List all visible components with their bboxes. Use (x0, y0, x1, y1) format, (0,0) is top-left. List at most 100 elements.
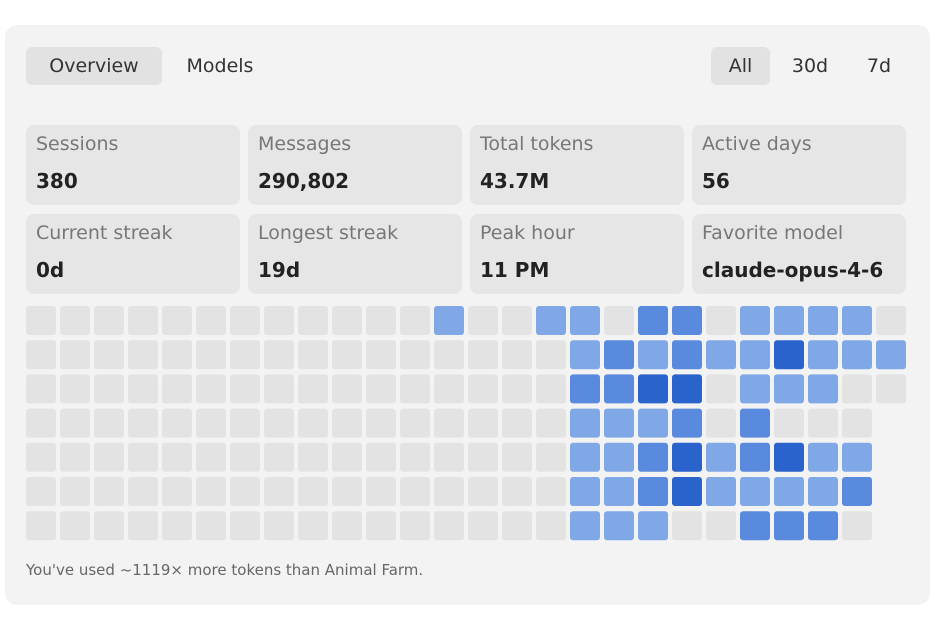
stat-value: 0d (36, 258, 65, 282)
heatmap-cell (842, 340, 872, 370)
heatmap-cell (604, 340, 634, 370)
heatmap-cell (230, 442, 260, 472)
heatmap-cell (706, 511, 736, 541)
heatmap-cell (400, 306, 430, 335)
heatmap-cell (26, 374, 56, 404)
heatmap-cell (706, 442, 736, 472)
heatmap-cell (672, 306, 702, 335)
heatmap-cell (94, 340, 124, 370)
heatmap-cell (264, 477, 294, 506)
heatmap-cell (332, 408, 362, 438)
heatmap-cell (128, 340, 158, 370)
heatmap-cell (672, 511, 702, 541)
stat-label: Sessions (36, 133, 119, 155)
heatmap-cell (570, 477, 600, 506)
heatmap-cell (536, 340, 566, 370)
heatmap-cell (264, 340, 294, 370)
heatmap-cell (842, 442, 872, 472)
heatmap-cell (366, 340, 396, 370)
tab[interactable]: Overview (26, 47, 162, 85)
heatmap-cell (230, 408, 260, 438)
stat-label: Messages (258, 133, 352, 155)
heatmap-cell (162, 306, 192, 335)
heatmap-cell (434, 374, 464, 404)
heatmap-cell (298, 442, 328, 472)
heatmap-cell (672, 442, 702, 472)
heatmap-cell (468, 306, 498, 335)
heatmap-cell (128, 477, 158, 506)
heatmap-cell (332, 340, 362, 370)
heatmap-cell (604, 374, 634, 404)
heatmap-cell (400, 374, 430, 404)
heatmap-cell (434, 511, 464, 541)
heatmap-cell (502, 340, 532, 370)
range-button[interactable]: 30d (791, 55, 829, 77)
heatmap-cell (230, 306, 260, 335)
heatmap-cell (808, 340, 838, 370)
heatmap-cell (740, 306, 770, 335)
stat-card: Longest streak 19d (248, 214, 462, 294)
heatmap-cell (264, 408, 294, 438)
heatmap-cell (604, 306, 634, 335)
heatmap-cell (876, 340, 906, 370)
heatmap-cell (264, 442, 294, 472)
heatmap-cell (332, 306, 362, 335)
heatmap-cell (706, 340, 736, 370)
heatmap-cell (332, 442, 362, 472)
heatmap-cell (706, 408, 736, 438)
heatmap-cell (468, 340, 498, 370)
heatmap-cell (638, 511, 668, 541)
heatmap-cell (26, 511, 56, 541)
heatmap-cell (196, 477, 226, 506)
heatmap-cell (264, 511, 294, 541)
heatmap-cell (570, 442, 600, 472)
heatmap-cell (298, 511, 328, 541)
heatmap-cell (502, 477, 532, 506)
heatmap-cell (502, 306, 532, 335)
heatmap-cell (502, 408, 532, 438)
heatmap-cell (706, 306, 736, 335)
stat-card: Sessions 380 (26, 125, 240, 205)
heatmap-cell (434, 340, 464, 370)
heatmap-cell (842, 306, 872, 335)
heatmap-cell (366, 442, 396, 472)
heatmap-cell (298, 374, 328, 404)
heatmap-cell (468, 477, 498, 506)
stat-value: 11 PM (480, 258, 550, 282)
heatmap-cell (298, 306, 328, 335)
heatmap-cell (230, 511, 260, 541)
heatmap-cell (26, 408, 56, 438)
heatmap-cell (842, 374, 872, 404)
heatmap-cell (468, 511, 498, 541)
heatmap-cell (94, 442, 124, 472)
heatmap-cell (366, 408, 396, 438)
heatmap-cell (128, 442, 158, 472)
heatmap-cell (774, 477, 804, 506)
stat-label: Longest streak (258, 222, 399, 244)
heatmap-cell (60, 408, 90, 438)
heatmap-cell (128, 306, 158, 335)
heatmap-cell (774, 408, 804, 438)
range-button[interactable]: All (711, 47, 770, 85)
heatmap-cell (774, 511, 804, 541)
heatmap-cell (468, 374, 498, 404)
range-button[interactable]: 7d (866, 55, 892, 77)
heatmap-cell (26, 442, 56, 472)
heatmap-cell (434, 306, 464, 335)
heatmap-cell (876, 306, 906, 335)
heatmap-cell (94, 477, 124, 506)
heatmap-cell (94, 306, 124, 335)
heatmap-cell (536, 477, 566, 506)
heatmap-cell (808, 408, 838, 438)
heatmap-cell (638, 408, 668, 438)
tab[interactable]: Models (186, 55, 254, 77)
heatmap-cell (638, 306, 668, 335)
heatmap-cell (536, 511, 566, 541)
stat-value: 19d (258, 258, 301, 282)
stat-card: Current streak 0d (26, 214, 240, 294)
heatmap-cell (740, 511, 770, 541)
heatmap-cell (570, 374, 600, 404)
stat-card: Favorite model claude-opus-4-6 (692, 214, 906, 294)
heatmap-cell (740, 408, 770, 438)
heatmap-cell (774, 442, 804, 472)
